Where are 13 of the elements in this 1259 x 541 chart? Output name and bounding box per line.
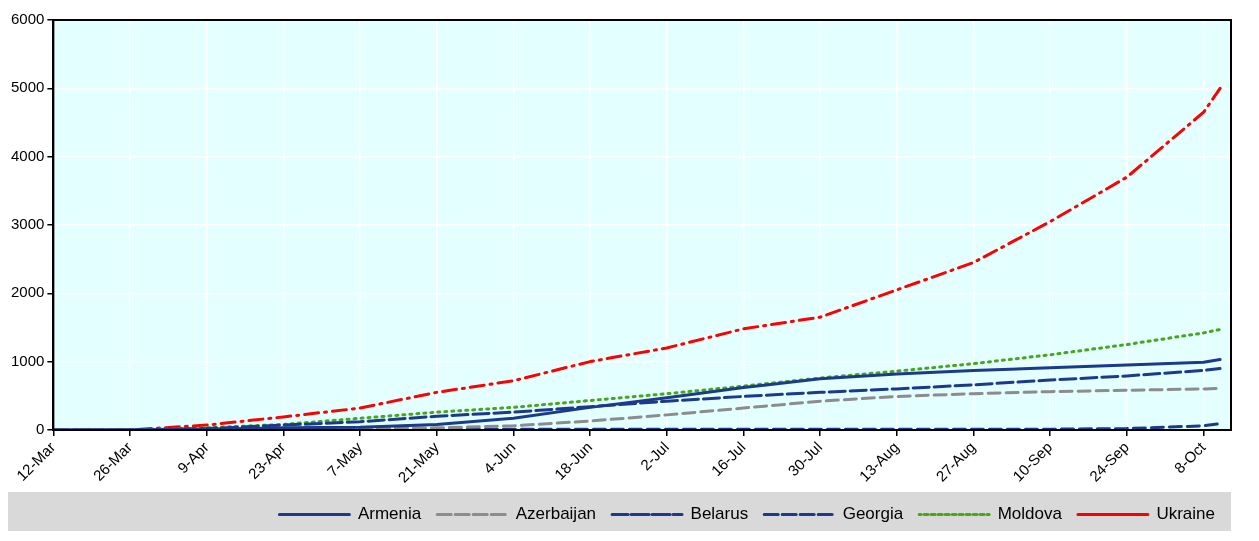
y-tick-label: 4000 <box>10 146 45 164</box>
y-tick-label: 2000 <box>10 283 45 301</box>
legend-label: Georgia <box>842 504 904 524</box>
y-tick-label: 3000 <box>10 215 45 233</box>
y-tick-label: 0 <box>36 420 45 438</box>
legend-label: Azerbaijan <box>515 504 597 524</box>
legend-label: Belarus <box>690 504 749 524</box>
y-tick-label: 5000 <box>10 78 45 96</box>
y-tick-label: 6000 <box>10 10 45 28</box>
legend-label: Armenia <box>357 504 422 524</box>
legend-label: Moldova <box>997 504 1063 524</box>
y-tick-label: 1000 <box>10 351 45 369</box>
legend-label: Ukraine <box>1156 504 1216 524</box>
